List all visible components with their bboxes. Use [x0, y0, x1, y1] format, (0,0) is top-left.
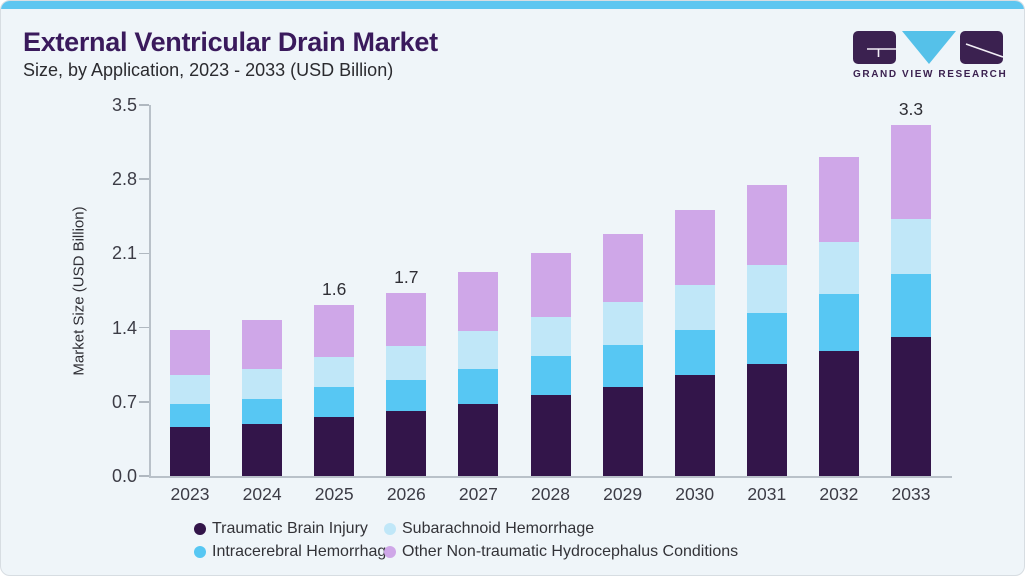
legend-swatch	[194, 546, 206, 558]
gvr-logo: GRAND VIEW RESEARCH	[853, 30, 1008, 82]
x-tick-label: 2033	[891, 484, 931, 504]
logo-wordmark: GRAND VIEW RESEARCH	[853, 69, 1008, 80]
bar-segment	[314, 305, 355, 358]
bar-segment	[386, 379, 427, 412]
bar-segment	[386, 345, 427, 380]
y-tick-mark	[139, 178, 149, 180]
bar-segment	[242, 320, 283, 369]
bar-segment	[891, 337, 931, 476]
bar-segment	[818, 241, 859, 294]
y-tick-label: 3.5	[111, 95, 137, 115]
bar-segment	[530, 395, 571, 476]
bar-segment	[746, 312, 787, 364]
y-tick-label: 2.8	[111, 169, 137, 190]
bar-segment	[602, 344, 643, 387]
legend-swatch	[384, 523, 396, 535]
x-tick-label: 2032	[819, 484, 859, 504]
x-tick-label: 2025	[314, 484, 354, 504]
y-tick-mark	[139, 326, 149, 329]
bar-segment	[314, 386, 355, 417]
bar-segment	[242, 398, 283, 425]
bar-segment	[314, 357, 355, 387]
bar-segment	[746, 363, 787, 476]
bar-segment	[818, 350, 859, 476]
x-tick-label: 2029	[603, 484, 643, 504]
legend-label: Traumatic Brain Injury	[212, 520, 368, 537]
bar-segment	[746, 184, 787, 266]
legend-label: Subarachnoid Hemorrhage	[402, 520, 595, 537]
bar-segment	[458, 403, 499, 476]
legend-label: Other Non-traumatic Hydrocephalus Condit…	[402, 543, 739, 560]
top-accent-bar	[1, 1, 1024, 9]
y-tick-label: 1.4	[111, 317, 137, 338]
x-tick-label: 2026	[386, 484, 426, 504]
y-axis-line	[149, 105, 151, 477]
bar-segment	[602, 234, 643, 303]
bar-segment	[530, 356, 571, 396]
legend-label: Intracerebral Hemorrhage	[212, 543, 396, 560]
y-tick-mark	[139, 104, 149, 106]
x-tick-label: 2027	[458, 484, 498, 504]
bar-segment	[602, 386, 643, 476]
bar-segment	[674, 285, 715, 330]
bar-value-label: 1.7	[394, 266, 419, 287]
bar-segment	[314, 416, 355, 476]
legend-swatch	[194, 523, 206, 535]
y-tick-mark	[139, 475, 149, 477]
y-tick-label: 0.0	[111, 466, 137, 486]
bar-segment	[386, 292, 427, 346]
bar-segment	[242, 368, 283, 399]
legend-swatch	[384, 546, 396, 558]
bar-segment	[818, 293, 859, 351]
page-title: External Ventricular Drain Market	[23, 27, 438, 57]
bar-segment	[891, 273, 931, 338]
bar-segment	[530, 253, 571, 317]
x-tick-label: 2031	[747, 484, 787, 504]
bar-segment	[170, 329, 210, 376]
y-tick-mark	[139, 401, 149, 403]
y-tick-mark	[139, 252, 149, 255]
bar-value-label: 3.3	[898, 99, 924, 120]
x-tick-label: 2024	[242, 484, 282, 504]
bar-segment	[674, 209, 715, 286]
bar-segment	[458, 368, 499, 404]
bar-segment	[891, 219, 931, 274]
bar-segment	[746, 265, 787, 313]
y-tick-label: 0.7	[111, 391, 137, 412]
bar-segment	[170, 375, 210, 404]
y-tick-label: 2.1	[111, 243, 137, 264]
bar-segment	[530, 317, 571, 357]
bar-segment	[602, 302, 643, 345]
page-subtitle: Size, by Application, 2023 - 2033 (USD B…	[23, 60, 394, 80]
y-axis-title: Market Size (USD Billion)	[70, 205, 88, 376]
x-tick-label: 2030	[675, 484, 715, 504]
bar-segment	[674, 329, 715, 376]
bar-segment	[170, 403, 210, 428]
bar-segment	[242, 424, 283, 476]
bar-segment	[458, 330, 499, 369]
x-tick-label: 2023	[170, 484, 210, 504]
bar-segment	[674, 375, 715, 476]
x-tick-label: 2028	[531, 484, 570, 504]
x-axis-line	[149, 476, 952, 478]
bar-segment	[818, 156, 859, 242]
bar-segment	[386, 411, 427, 476]
gvr-logo-mark	[853, 31, 1004, 64]
bar-segment	[458, 272, 499, 331]
bar-segment	[170, 427, 210, 476]
bar-value-label: 1.6	[322, 279, 347, 300]
bar-segment	[891, 125, 931, 220]
